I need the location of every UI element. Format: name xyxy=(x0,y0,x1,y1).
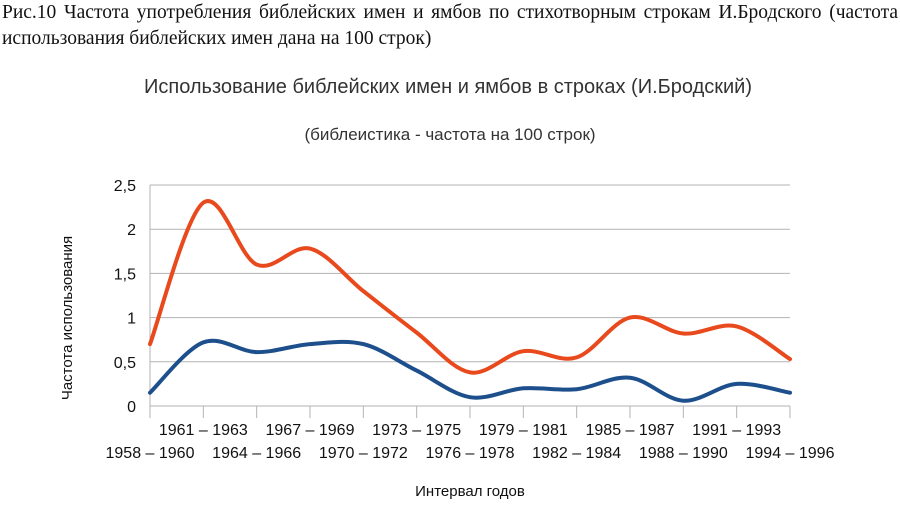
series-line-2 xyxy=(148,338,792,403)
x-axis-label: Интервал годов xyxy=(415,483,525,500)
series-lines xyxy=(148,198,792,403)
chart-subtitle: (библеистика - частота на 100 строк) xyxy=(304,125,595,144)
x-tick-label: 1991 – 1993 xyxy=(692,422,781,439)
chart-title: Использование библейских имен и ямбов в … xyxy=(144,76,752,98)
x-tick-label: 1985 – 1987 xyxy=(586,422,675,439)
x-tick-label: 1982 – 1984 xyxy=(532,445,621,462)
y-tick-label: 0 xyxy=(127,399,136,416)
x-tick-label: 1961 – 1963 xyxy=(159,422,248,439)
x-tick-label: 1994 – 1996 xyxy=(746,445,835,462)
axes xyxy=(149,185,791,418)
y-axis-label: Частота использования xyxy=(59,236,76,400)
series-line-1 xyxy=(148,198,792,375)
x-tick-label: 1958 – 1960 xyxy=(106,445,195,462)
x-tick-label: 1979 – 1981 xyxy=(479,422,568,439)
y-tick-label: 0,5 xyxy=(114,355,136,372)
y-tick-label: 2,5 xyxy=(114,178,136,195)
x-tick-label: 1973 – 1975 xyxy=(372,422,461,439)
y-tick-label: 2 xyxy=(127,222,136,239)
x-tick-label: 1988 – 1990 xyxy=(639,445,728,462)
tick-labels: 0 0,5 1 1,5 2 2,5 1958 – 1960 1961 – 1963 1964 –… xyxy=(106,178,835,462)
x-tick-label: 1967 – 1969 xyxy=(266,422,355,439)
y-tick-label: 1,5 xyxy=(114,266,136,283)
x-tick-label: 1970 – 1972 xyxy=(319,445,408,462)
x-tick-label: 1976 – 1978 xyxy=(426,445,515,462)
x-tick-label: 1964 – 1966 xyxy=(212,445,301,462)
y-tick-label: 1 xyxy=(127,311,136,328)
figure-caption: Рис.10 Частота употребления библейских и… xyxy=(2,2,898,49)
